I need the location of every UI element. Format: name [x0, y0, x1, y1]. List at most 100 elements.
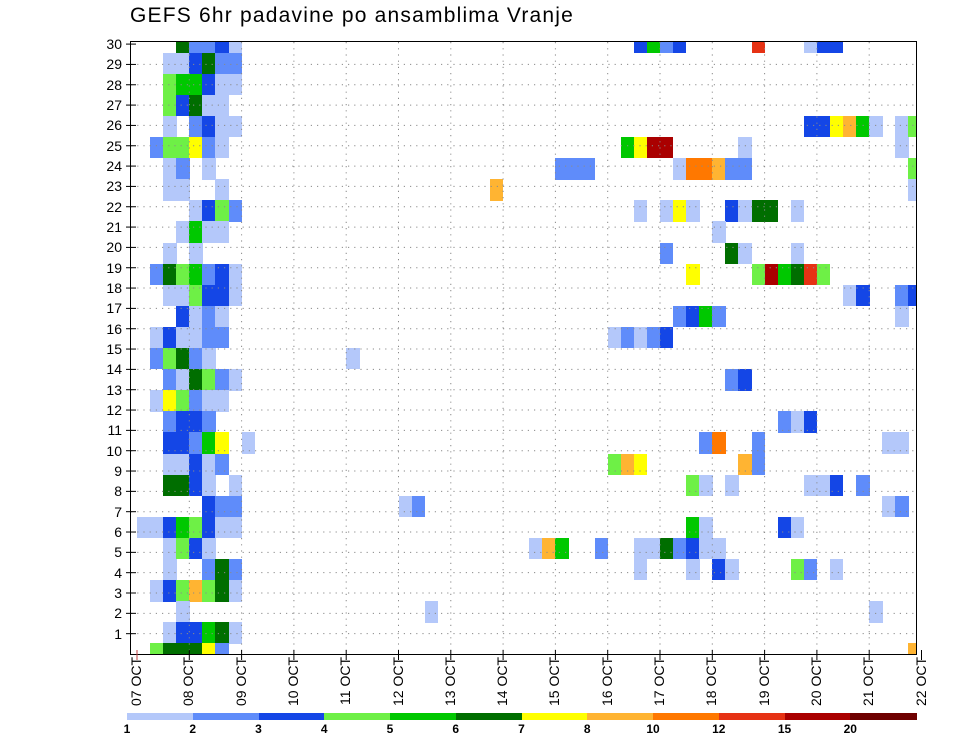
heatmap-cell [215, 42, 229, 53]
x-tick-label: 21 OCT [860, 657, 877, 707]
heatmap-cell [895, 305, 909, 328]
heatmap-cell [189, 94, 203, 117]
heatmap-cell [228, 115, 242, 138]
heatmap-cell [738, 137, 752, 159]
heatmap-cell [202, 52, 216, 75]
heatmap-cell [163, 432, 177, 454]
y-tick-label: 30 [106, 36, 122, 53]
heatmap-cell [790, 200, 805, 222]
heatmap-cell [150, 348, 164, 370]
heatmap-cell [202, 200, 216, 222]
heatmap-cell [803, 559, 818, 581]
heatmap-cell [202, 559, 216, 581]
x-tick-label: 08 OCT [180, 657, 197, 707]
heatmap-cell [202, 73, 216, 96]
legend-label: 10 [646, 722, 660, 736]
heatmap-cell [686, 200, 700, 222]
heatmap-cell [215, 73, 229, 96]
plot-area [131, 42, 916, 654]
heatmap-cell [202, 326, 216, 349]
heatmap-cell [490, 179, 504, 201]
heatmap-cell [568, 158, 582, 180]
y-tick-label: 5 [114, 544, 122, 561]
heatmap-cell [424, 601, 439, 623]
y-tick-label: 10 [106, 442, 122, 459]
heatmap-cell [633, 137, 648, 159]
heatmap-cell [725, 559, 739, 581]
legend-color-box [718, 713, 785, 720]
heatmap-cell [895, 137, 909, 159]
heatmap-cell [176, 390, 190, 412]
heatmap-cell [150, 390, 164, 412]
x-tick-label: 15 OCT [546, 657, 563, 707]
heatmap-cell [895, 495, 909, 518]
heatmap-cell [686, 263, 700, 286]
y-tick-label: 2 [114, 605, 122, 622]
heatmap-cell [555, 158, 569, 180]
heatmap-cell [699, 305, 713, 328]
heatmap-cell [215, 263, 229, 286]
legend-color-box [455, 713, 522, 720]
heatmap-cell [215, 495, 229, 518]
heatmap-cell [176, 137, 190, 159]
heatmap-cell [176, 432, 190, 454]
heatmap-cell [150, 580, 164, 602]
heatmap-cell [712, 158, 726, 180]
heatmap-cell [176, 369, 190, 391]
heatmap-cell [686, 474, 700, 497]
heatmap-cell [202, 305, 216, 328]
legend-color-box [521, 713, 588, 720]
legend-label: 2 [189, 722, 197, 736]
heatmap-cell [686, 516, 700, 539]
legend-label: 8 [583, 722, 591, 736]
chart-title: GEFS 6hr padavine po ansamblima Vranje [130, 4, 575, 27]
heatmap-cell [202, 94, 216, 117]
heatmap-cell [895, 432, 909, 454]
heatmap-cell [712, 221, 726, 243]
legend-color-box [324, 713, 391, 720]
y-tick-label: 8 [114, 483, 122, 500]
x-tick-label: 11 OCT [337, 657, 354, 705]
heatmap-cell [189, 200, 203, 222]
heatmap-cell [751, 42, 765, 53]
heatmap-cell [228, 284, 242, 307]
heatmap-cell [712, 432, 726, 454]
x-tick-label: 09 OCT [232, 657, 249, 707]
heatmap-cell [202, 537, 216, 560]
heatmap-cell [725, 200, 739, 222]
heatmap-cell [843, 284, 857, 307]
heatmap-cell [633, 537, 648, 560]
legend-label: 1 [123, 722, 131, 736]
legend-color-box [850, 713, 917, 720]
heatmap-cell [751, 200, 765, 222]
heatmap-cell [555, 537, 569, 560]
heatmap-cell [215, 137, 229, 159]
heatmap-cell [646, 326, 661, 349]
heatmap-cell [699, 474, 713, 497]
y-tick-label: 3 [114, 585, 122, 601]
heatmap-cell [816, 474, 831, 497]
heatmap-cell [856, 284, 870, 307]
heatmap-cell [202, 369, 216, 391]
heatmap-cell [202, 580, 216, 602]
heatmap-cell [176, 348, 190, 370]
heatmap-cell [215, 643, 229, 654]
heatmap-cell [202, 516, 216, 539]
heatmap-cell [738, 369, 752, 391]
heatmap-cell [908, 158, 916, 180]
heatmap-cell [228, 622, 242, 644]
heatmap-cell [202, 495, 216, 518]
heatmap-cell [189, 115, 203, 138]
y-tick-label: 21 [106, 219, 122, 236]
heatmap-cell [189, 453, 203, 475]
legend-label: 4 [320, 722, 328, 736]
heatmap-cell [189, 242, 203, 264]
heatmap-cell [607, 326, 622, 349]
heatmap-cell [843, 115, 857, 138]
heatmap-cell [777, 516, 792, 539]
y-tick-label: 29 [106, 56, 122, 73]
heatmap-cell [189, 42, 203, 53]
y-tick-label: 18 [106, 280, 122, 297]
heatmap-cell [189, 52, 203, 75]
heatmap-cell [895, 284, 909, 307]
